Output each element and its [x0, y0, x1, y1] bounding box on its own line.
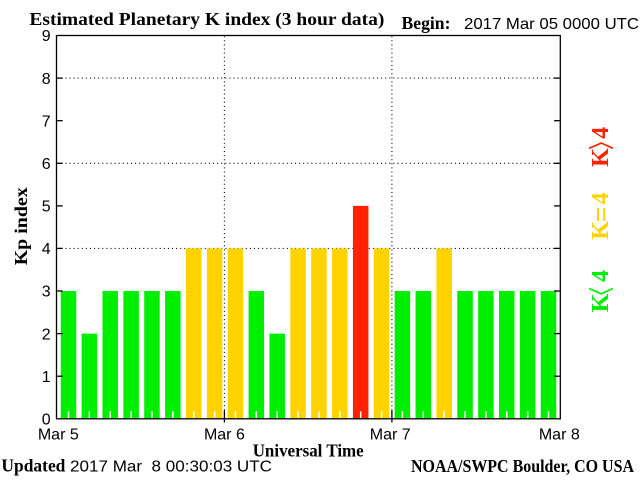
- svg-text:Mar 5: Mar 5: [38, 427, 79, 444]
- svg-text:K: K: [588, 148, 614, 167]
- svg-text:7: 7: [42, 113, 51, 130]
- svg-text:2: 2: [42, 326, 51, 343]
- svg-text:1: 1: [42, 369, 51, 386]
- svg-text:Estimated Planetary K index (3: Estimated Planetary K index (3 hour data…: [29, 9, 384, 30]
- svg-text:8: 8: [42, 71, 51, 88]
- svg-text:K: K: [588, 293, 614, 312]
- svg-text:4: 4: [588, 270, 614, 282]
- svg-text:4: 4: [42, 241, 51, 258]
- svg-text:2017 Mar 8 00:30:03 UTC: 2017 Mar 8 00:30:03 UTC: [70, 458, 272, 475]
- svg-text:Universal Time: Universal Time: [253, 440, 364, 460]
- svg-text:Begin:: Begin:: [402, 13, 451, 33]
- svg-text:9: 9: [42, 28, 51, 45]
- svg-text:4: 4: [588, 127, 614, 139]
- svg-text:Kp index: Kp index: [11, 187, 31, 265]
- svg-text:NOAA/SWPC Boulder, CO USA: NOAA/SWPC Boulder, CO USA: [411, 456, 634, 476]
- svg-text:Mar 8: Mar 8: [539, 427, 580, 444]
- svg-text:Updated: Updated: [1, 456, 65, 476]
- svg-text:2017 Mar 05 0000 UTC: 2017 Mar 05 0000 UTC: [464, 16, 639, 33]
- svg-text:Mar 7: Mar 7: [370, 427, 411, 444]
- svg-text:6: 6: [42, 156, 51, 173]
- svg-text:Mar 6: Mar 6: [204, 427, 245, 444]
- svg-text:K: K: [588, 221, 614, 240]
- svg-text:4: 4: [588, 193, 614, 205]
- svg-text:0: 0: [42, 412, 51, 429]
- svg-text:5: 5: [42, 199, 51, 216]
- svg-text:3: 3: [42, 284, 51, 301]
